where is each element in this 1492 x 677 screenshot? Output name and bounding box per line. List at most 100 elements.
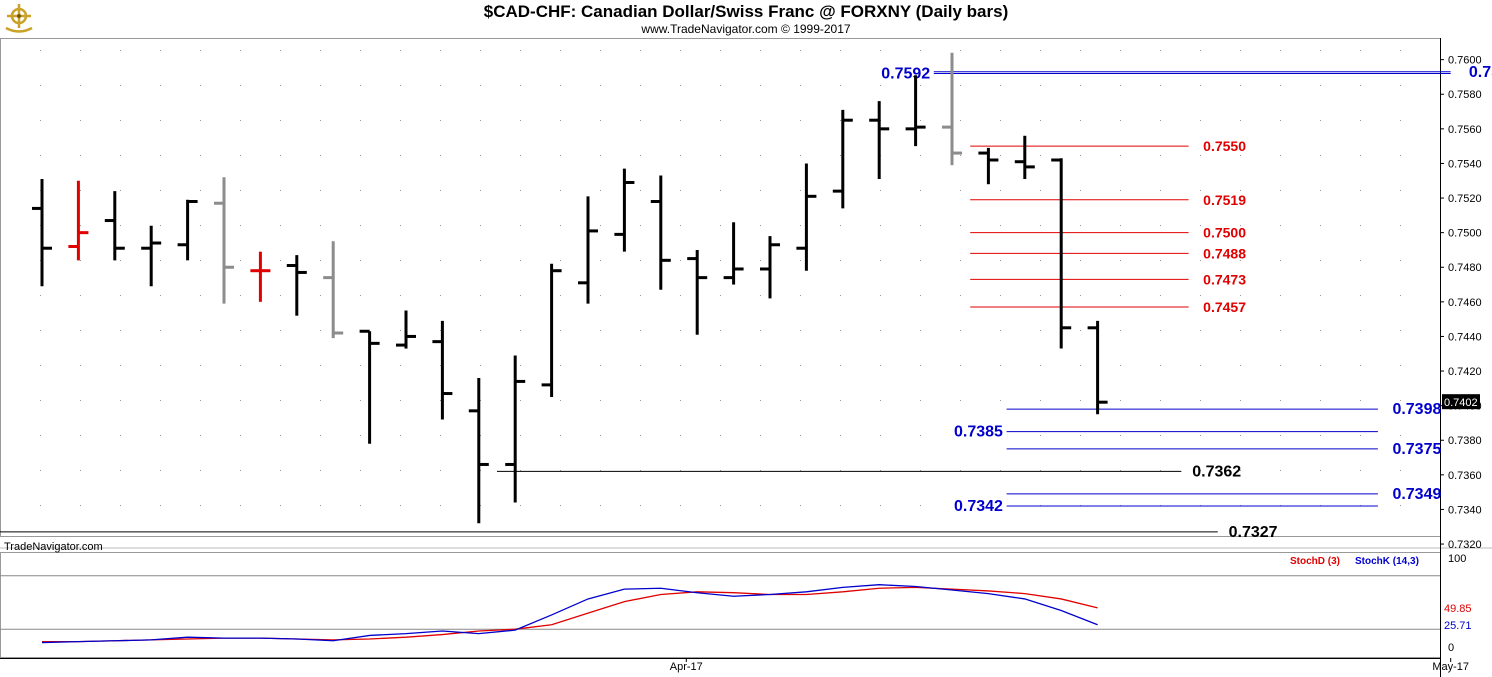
grid-dot: [720, 260, 721, 261]
grid-dot: [1280, 435, 1281, 436]
stochastic-value-label: 49.85: [1444, 603, 1472, 615]
grid-dot: [160, 435, 161, 436]
grid-dot: [880, 330, 881, 331]
ohlc-bar: [468, 377, 489, 524]
grid-dot: [560, 400, 561, 401]
grid-dot: [320, 470, 321, 471]
grid-dot: [1320, 295, 1321, 296]
ohlc-bar: [250, 251, 271, 302]
grid-dot: [960, 85, 961, 86]
grid-dot: [1000, 330, 1001, 331]
grid-dot: [960, 120, 961, 121]
grid-dot: [1200, 85, 1201, 86]
grid-dot: [880, 190, 881, 191]
grid-dot: [720, 155, 721, 156]
grid-dot: [200, 50, 201, 51]
grid-dot: [640, 330, 641, 331]
grid-dot: [1120, 155, 1121, 156]
grid-dot: [1160, 470, 1161, 471]
grid-dot: [800, 400, 801, 401]
ship-wheel-icon: [2, 2, 36, 34]
grid-dot: [1280, 295, 1281, 296]
grid-dot: [240, 400, 241, 401]
grid-dot: [1320, 400, 1321, 401]
level-label: 0.7457: [1203, 299, 1246, 315]
grid-dot: [880, 225, 881, 226]
grid-dot: [760, 400, 761, 401]
grid-dot: [1400, 505, 1401, 506]
grid-dot: [160, 155, 161, 156]
grid-dot: [840, 365, 841, 366]
ohlc-bar: [650, 175, 671, 290]
grid-dot: [440, 365, 441, 366]
grid-dot: [360, 155, 361, 156]
grid-dot: [760, 295, 761, 296]
stochastic-tick-label: 100: [1448, 553, 1466, 565]
grid-dot: [600, 85, 601, 86]
stochk-legend: StochK (14,3): [1355, 556, 1419, 567]
grid-dot: [600, 365, 601, 366]
price-tick-label: 0.7560: [1448, 124, 1482, 136]
grid-dot: [120, 435, 121, 436]
grid-dot: [440, 85, 441, 86]
grid-dot: [1240, 190, 1241, 191]
stochastic-line: [41, 584, 1098, 644]
grid-dot: [520, 190, 521, 191]
grid-dot: [720, 330, 721, 331]
grid-dot: [640, 470, 641, 471]
grid-dot: [1280, 470, 1281, 471]
grid-dot: [200, 330, 201, 331]
grid-dot: [1160, 435, 1161, 436]
grid-dot: [600, 295, 601, 296]
grid-dot: [200, 365, 201, 366]
grid-dot: [1040, 330, 1041, 331]
grid-dot: [480, 190, 481, 191]
grid-dot: [240, 435, 241, 436]
grid-dot: [600, 435, 601, 436]
grid-dot: [440, 435, 441, 436]
level-label: 0.7488: [1203, 245, 1246, 261]
ohlc-bar: [396, 310, 416, 349]
grid-dot: [1360, 295, 1361, 296]
grid-dot: [840, 470, 841, 471]
ohlc-bar: [505, 355, 526, 503]
date-label: Apr-17: [670, 661, 703, 673]
grid-dot: [120, 330, 121, 331]
grid-dot: [1240, 85, 1241, 86]
grid-dot: [520, 330, 521, 331]
grid-dot: [1160, 330, 1161, 331]
grid-dot: [80, 85, 81, 86]
grid-dot: [440, 155, 441, 156]
grid-dot: [1240, 330, 1241, 331]
grid-dot: [800, 470, 801, 471]
grid-dot: [760, 120, 761, 121]
grid-dot: [1240, 260, 1241, 261]
grid-dot: [160, 365, 161, 366]
grid-dot: [640, 50, 641, 51]
grid-dot: [760, 330, 761, 331]
grid-dot: [1120, 330, 1121, 331]
grid-dot: [360, 225, 361, 226]
grid-dot: [120, 225, 121, 226]
grid-dot: [280, 365, 281, 366]
grid-dot: [1120, 260, 1121, 261]
grid-dot: [840, 260, 841, 261]
grid-dot: [1040, 50, 1041, 51]
grid-dot: [1000, 295, 1001, 296]
grid-dot: [1360, 225, 1361, 226]
grid-dot: [440, 295, 441, 296]
grid-dot: [1000, 225, 1001, 226]
grid-dot: [200, 260, 201, 261]
ohlc-bar: [1014, 135, 1035, 180]
grid-dot: [240, 225, 241, 226]
grid-dot: [40, 50, 41, 51]
grid-dot: [280, 50, 281, 51]
grid-dot: [80, 365, 81, 366]
grid-dot: [760, 470, 761, 471]
grid-dot: [880, 295, 881, 296]
grid-dot: [840, 435, 841, 436]
grid-dot: [440, 260, 441, 261]
grid-dot: [160, 505, 161, 506]
grid-dot: [640, 120, 641, 121]
grid-dot: [600, 400, 601, 401]
